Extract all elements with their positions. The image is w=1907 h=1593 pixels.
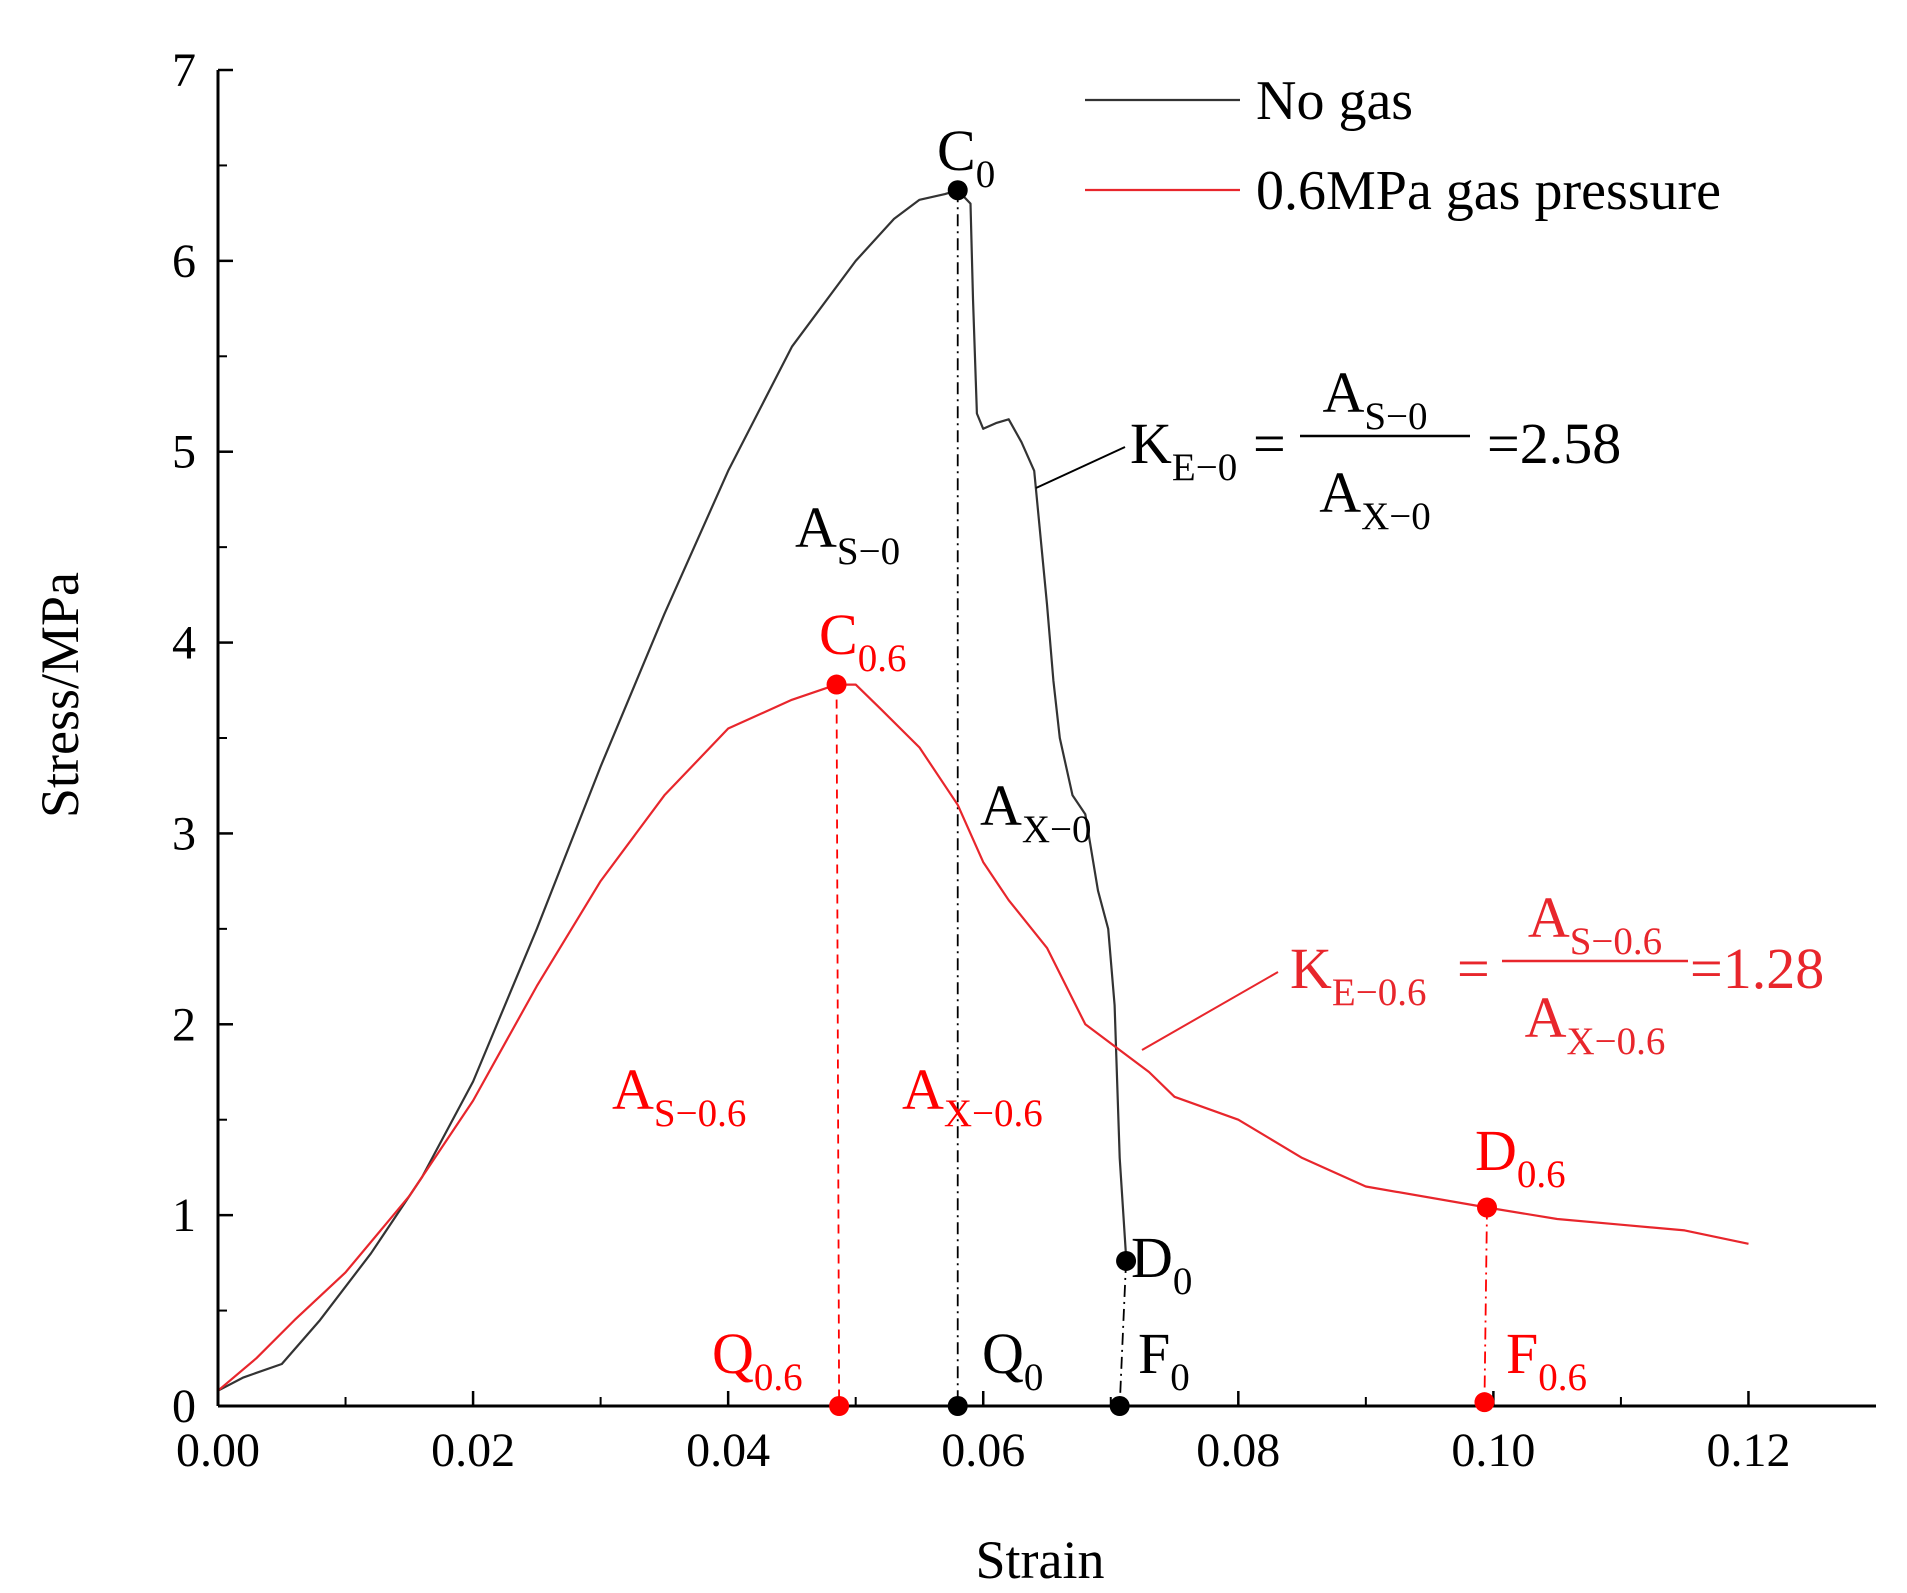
y-tick-label: 1 <box>172 1189 196 1242</box>
formula-denominator: AX−0 <box>1319 460 1431 538</box>
label-ax0: AX−0 <box>980 773 1092 851</box>
formula-ke0: KE−0 = AS−0 AX−0 =2.58 <box>1035 360 1621 538</box>
x-tick-label: 0.12 <box>1706 1424 1790 1477</box>
y-tick-label: 4 <box>172 617 196 670</box>
point-D0-6 <box>1477 1197 1498 1218</box>
point-C0-6 <box>826 674 847 695</box>
series-line-no-gas <box>217 189 1128 1392</box>
tick-marks <box>216 68 1750 1408</box>
point-D0 <box>1116 1250 1137 1271</box>
point-labels: C0 AS−0 AX−0 D0 Q0 F0 C0.6 AS−0.6 AX−0.6 D0.6 Q0.6… <box>612 118 1587 1399</box>
label-d06: D0.6 <box>1475 1118 1566 1196</box>
formula-result: =1.28 <box>1690 936 1824 1001</box>
formula-numerator: AS−0 <box>1322 360 1427 438</box>
x-tick-label: 0.00 <box>176 1424 260 1477</box>
label-f06: F0.6 <box>1506 1321 1587 1399</box>
x-tick-label: 0.02 <box>431 1424 515 1477</box>
point-F0 <box>1109 1396 1130 1416</box>
label-c06: C0.6 <box>819 602 906 680</box>
guide-line-d06-f06 <box>1483 1207 1488 1403</box>
point-Q0-6 <box>829 1396 850 1416</box>
point-C0 <box>947 180 968 201</box>
legend-label: 0.6MPa gas pressure <box>1256 160 1721 222</box>
y-tick-label: 7 <box>172 44 196 97</box>
markers <box>826 180 1498 1416</box>
formula-lhs: KE−0.6 <box>1290 936 1426 1014</box>
tick-labels: 0.00 0.02 0.04 0.06 0.08 0.10 0.12 0 1 2 3 4 5 6 7 <box>172 44 1790 1477</box>
label-f0: F0 <box>1138 1321 1190 1399</box>
formula-denominator: AX−0.6 <box>1525 985 1666 1063</box>
formula-equals: = <box>1253 411 1286 476</box>
series-line-gas-pressure <box>217 683 1749 1392</box>
x-axis-label: Strain <box>976 1530 1105 1590</box>
formula-pointer-line <box>1141 971 1279 1051</box>
guide-line-c06-q06 <box>835 684 841 1407</box>
x-tick-label: 0.04 <box>686 1424 770 1477</box>
formula-result: =2.58 <box>1487 411 1621 476</box>
x-tick-label: 0.08 <box>1196 1424 1280 1477</box>
formula-ke06: KE−0.6 = AS−0.6 AX−0.6 =1.28 <box>1141 885 1824 1063</box>
y-axis-label: Stress/MPa <box>30 572 90 818</box>
guide-line-d0-f0 <box>1118 1260 1127 1407</box>
label-ax06: AX−0.6 <box>902 1057 1043 1135</box>
series-lines <box>217 189 1749 1392</box>
y-tick-label: 2 <box>172 998 196 1051</box>
formula-pointer-line <box>1035 446 1126 489</box>
legend-label: No gas <box>1256 70 1413 132</box>
label-d0: D0 <box>1131 1225 1192 1303</box>
formula-lhs: KE−0 <box>1130 411 1237 489</box>
label-q0: Q0 <box>982 1321 1043 1399</box>
point-F0-6 <box>1474 1392 1495 1413</box>
y-tick-label: 5 <box>172 426 196 479</box>
label-q06: Q0.6 <box>712 1321 803 1399</box>
x-tick-label: 0.10 <box>1451 1424 1535 1477</box>
guide-lines <box>835 190 1488 1407</box>
legend: No gas 0.6MPa gas pressure <box>1085 70 1721 222</box>
y-tick-label: 6 <box>172 235 196 288</box>
label-as06: AS−0.6 <box>612 1057 746 1135</box>
label-c0: C0 <box>937 118 995 196</box>
x-tick-label: 0.06 <box>941 1424 1025 1477</box>
formula-equals: = <box>1457 936 1490 1001</box>
point-Q0 <box>947 1396 968 1416</box>
label-as0: AS−0 <box>795 495 900 573</box>
formula-numerator: AS−0.6 <box>1528 885 1662 963</box>
y-tick-label: 0 <box>172 1380 196 1433</box>
y-tick-label: 3 <box>172 807 196 860</box>
